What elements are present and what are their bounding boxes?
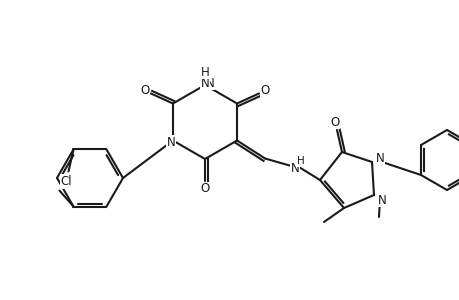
- Text: O: O: [330, 116, 339, 128]
- Text: N: N: [200, 76, 209, 89]
- Text: O: O: [140, 84, 149, 97]
- Text: N: N: [205, 76, 214, 89]
- Text: N: N: [375, 152, 384, 166]
- Text: N: N: [377, 194, 386, 206]
- Text: Cl: Cl: [61, 175, 72, 188]
- Text: H: H: [200, 68, 209, 82]
- Text: N: N: [166, 136, 175, 149]
- Text: H: H: [297, 157, 304, 166]
- Text: N: N: [290, 162, 299, 175]
- Text: O: O: [260, 84, 269, 97]
- Text: H: H: [200, 65, 209, 79]
- Text: O: O: [200, 182, 209, 196]
